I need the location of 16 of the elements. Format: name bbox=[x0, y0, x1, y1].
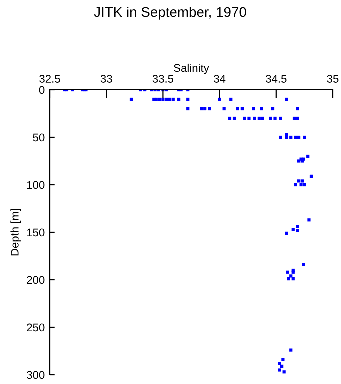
y-axis-title: Depth [m] bbox=[10, 209, 22, 256]
y-tick-label: 0 bbox=[39, 86, 45, 94]
y-tick-label: 250 bbox=[27, 324, 45, 332]
x-tick-label: 35 bbox=[327, 75, 339, 83]
y-tick-label: 200 bbox=[27, 276, 45, 284]
chart-title: JITK in September, 1970 bbox=[94, 6, 246, 20]
y-tick-label: 150 bbox=[27, 228, 45, 237]
x-tick-label: 33.5 bbox=[152, 75, 174, 83]
x-tick-label: 34.5 bbox=[266, 75, 287, 83]
x-tick-label: 34 bbox=[214, 75, 226, 83]
y-tick-label: 300 bbox=[27, 371, 45, 380]
y-tick-label: 50 bbox=[33, 134, 45, 142]
x-axis-title: Salinity bbox=[174, 64, 210, 74]
x-tick-label: 32.5 bbox=[40, 75, 60, 83]
x-tick-label: 33 bbox=[100, 75, 112, 83]
y-tick-label: 100 bbox=[27, 181, 45, 190]
